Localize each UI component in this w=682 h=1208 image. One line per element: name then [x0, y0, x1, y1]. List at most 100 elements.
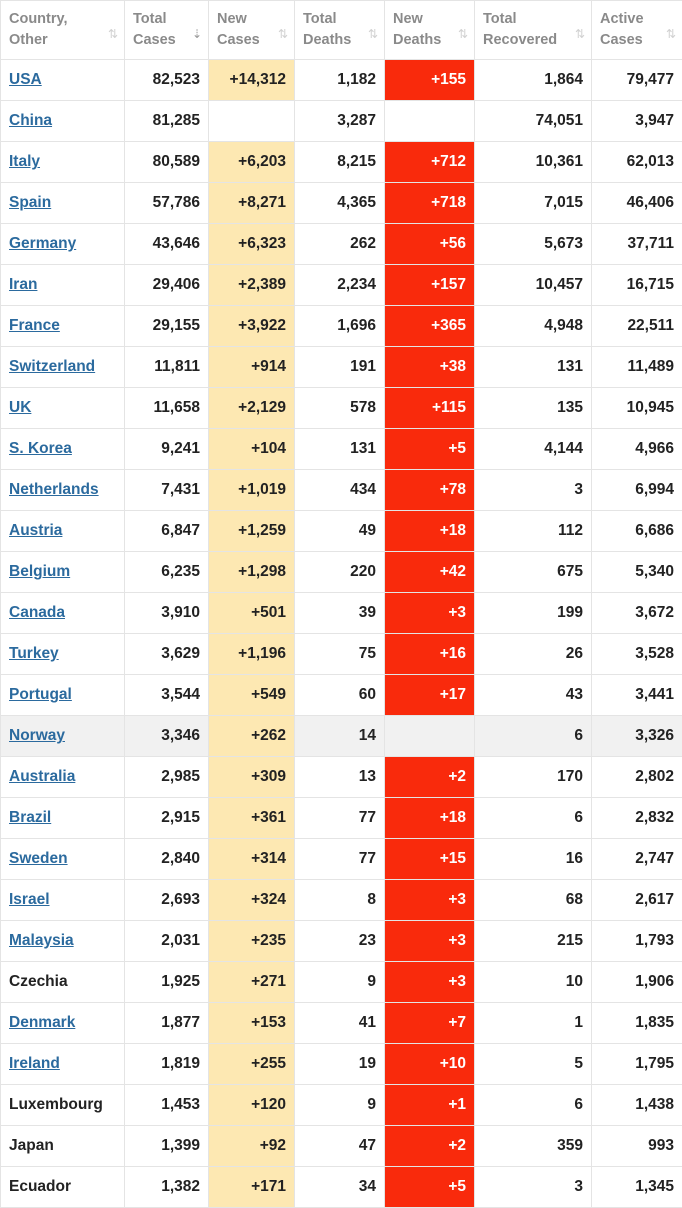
- active-cases-cell: 22,511: [592, 306, 682, 347]
- total-deaths-cell: 47: [295, 1126, 385, 1167]
- sort-icon[interactable]: ⇅: [458, 24, 466, 45]
- total-deaths-cell: 1,182: [295, 60, 385, 101]
- country-link[interactable]: Australia: [9, 768, 75, 785]
- country-cell: S. Korea: [1, 429, 125, 470]
- total-recovered-cell: 6: [475, 1085, 592, 1126]
- total-deaths-cell: 8: [295, 880, 385, 921]
- new-deaths-cell: +2: [385, 1126, 475, 1167]
- total-cases-cell: 2,693: [125, 880, 209, 921]
- active-cases-cell: 11,489: [592, 347, 682, 388]
- country-cell: Turkey: [1, 634, 125, 675]
- sort-icon[interactable]: ⇅: [278, 24, 286, 45]
- total-cases-cell: 29,155: [125, 306, 209, 347]
- new-deaths-cell: +155: [385, 60, 475, 101]
- country-cell: Canada: [1, 593, 125, 634]
- sort-icon[interactable]: ⇅: [666, 24, 674, 45]
- country-cell: Luxembourg: [1, 1085, 125, 1126]
- total-recovered-cell: 74,051: [475, 101, 592, 142]
- country-link[interactable]: UK: [9, 399, 31, 416]
- new-cases-cell: +1,196: [209, 634, 295, 675]
- total-recovered-cell: 359: [475, 1126, 592, 1167]
- country-link[interactable]: Turkey: [9, 645, 59, 662]
- active-cases-cell: 46,406: [592, 183, 682, 224]
- active-cases-cell: 6,994: [592, 470, 682, 511]
- new-cases-cell: +549: [209, 675, 295, 716]
- country-cell: Ireland: [1, 1044, 125, 1085]
- sort-descending-icon[interactable]: ⇣: [192, 24, 200, 45]
- new-deaths-cell: +3: [385, 593, 475, 634]
- country-link[interactable]: Denmark: [9, 1014, 75, 1031]
- total-cases-cell: 1,399: [125, 1126, 209, 1167]
- active-cases-cell: 79,477: [592, 60, 682, 101]
- country-link[interactable]: France: [9, 317, 60, 334]
- total-recovered-cell: 68: [475, 880, 592, 921]
- country-name: Japan: [9, 1137, 54, 1154]
- total-cases-cell: 6,847: [125, 511, 209, 552]
- country-cell: Portugal: [1, 675, 125, 716]
- total-cases-cell: 1,925: [125, 962, 209, 1003]
- country-link[interactable]: Sweden: [9, 850, 68, 867]
- country-link[interactable]: Norway: [9, 727, 65, 744]
- country-link[interactable]: Switzerland: [9, 358, 95, 375]
- country-link[interactable]: Canada: [9, 604, 65, 621]
- country-link[interactable]: Portugal: [9, 686, 72, 703]
- country-link[interactable]: S. Korea: [9, 440, 72, 457]
- sort-icon[interactable]: ⇅: [368, 24, 376, 45]
- sort-icon[interactable]: ⇅: [108, 24, 116, 45]
- country-link[interactable]: Iran: [9, 276, 37, 293]
- total-cases-cell: 3,544: [125, 675, 209, 716]
- country-cell: Spain: [1, 183, 125, 224]
- column-header-country[interactable]: Country,Other⇅: [1, 1, 125, 60]
- country-link[interactable]: Italy: [9, 153, 40, 170]
- total-cases-cell: 57,786: [125, 183, 209, 224]
- new-deaths-cell: +718: [385, 183, 475, 224]
- country-link[interactable]: Netherlands: [9, 481, 99, 498]
- country-link[interactable]: Germany: [9, 235, 76, 252]
- total-deaths-cell: 220: [295, 552, 385, 593]
- header-label-line1: Active: [600, 9, 674, 30]
- country-link[interactable]: Belgium: [9, 563, 70, 580]
- new-deaths-cell: +16: [385, 634, 475, 675]
- total-recovered-cell: 5,673: [475, 224, 592, 265]
- country-name: Luxembourg: [9, 1096, 103, 1113]
- total-deaths-cell: 49: [295, 511, 385, 552]
- new-cases-cell: +1,298: [209, 552, 295, 593]
- new-deaths-cell: +56: [385, 224, 475, 265]
- country-link[interactable]: Ireland: [9, 1055, 60, 1072]
- total-cases-cell: 81,285: [125, 101, 209, 142]
- total-deaths-cell: 9: [295, 962, 385, 1003]
- country-link[interactable]: Spain: [9, 194, 51, 211]
- country-link[interactable]: China: [9, 112, 52, 129]
- total-recovered-cell: 16: [475, 839, 592, 880]
- sort-icon[interactable]: ⇅: [575, 24, 583, 45]
- header-label-line2: Cases: [217, 30, 286, 51]
- new-deaths-cell: +15: [385, 839, 475, 880]
- country-cell: Sweden: [1, 839, 125, 880]
- active-cases-cell: 1,438: [592, 1085, 682, 1126]
- country-link[interactable]: Austria: [9, 522, 62, 539]
- total-deaths-cell: 1,696: [295, 306, 385, 347]
- total-cases-cell: 7,431: [125, 470, 209, 511]
- country-link[interactable]: Malaysia: [9, 932, 74, 949]
- total-recovered-cell: 7,015: [475, 183, 592, 224]
- header-label-line1: Country,: [9, 9, 116, 30]
- country-cell: Netherlands: [1, 470, 125, 511]
- new-cases-cell: +171: [209, 1167, 295, 1208]
- active-cases-cell: 1,793: [592, 921, 682, 962]
- new-deaths-cell: +18: [385, 798, 475, 839]
- country-link[interactable]: Israel: [9, 891, 50, 908]
- country-link[interactable]: USA: [9, 71, 42, 88]
- country-link[interactable]: Brazil: [9, 809, 51, 826]
